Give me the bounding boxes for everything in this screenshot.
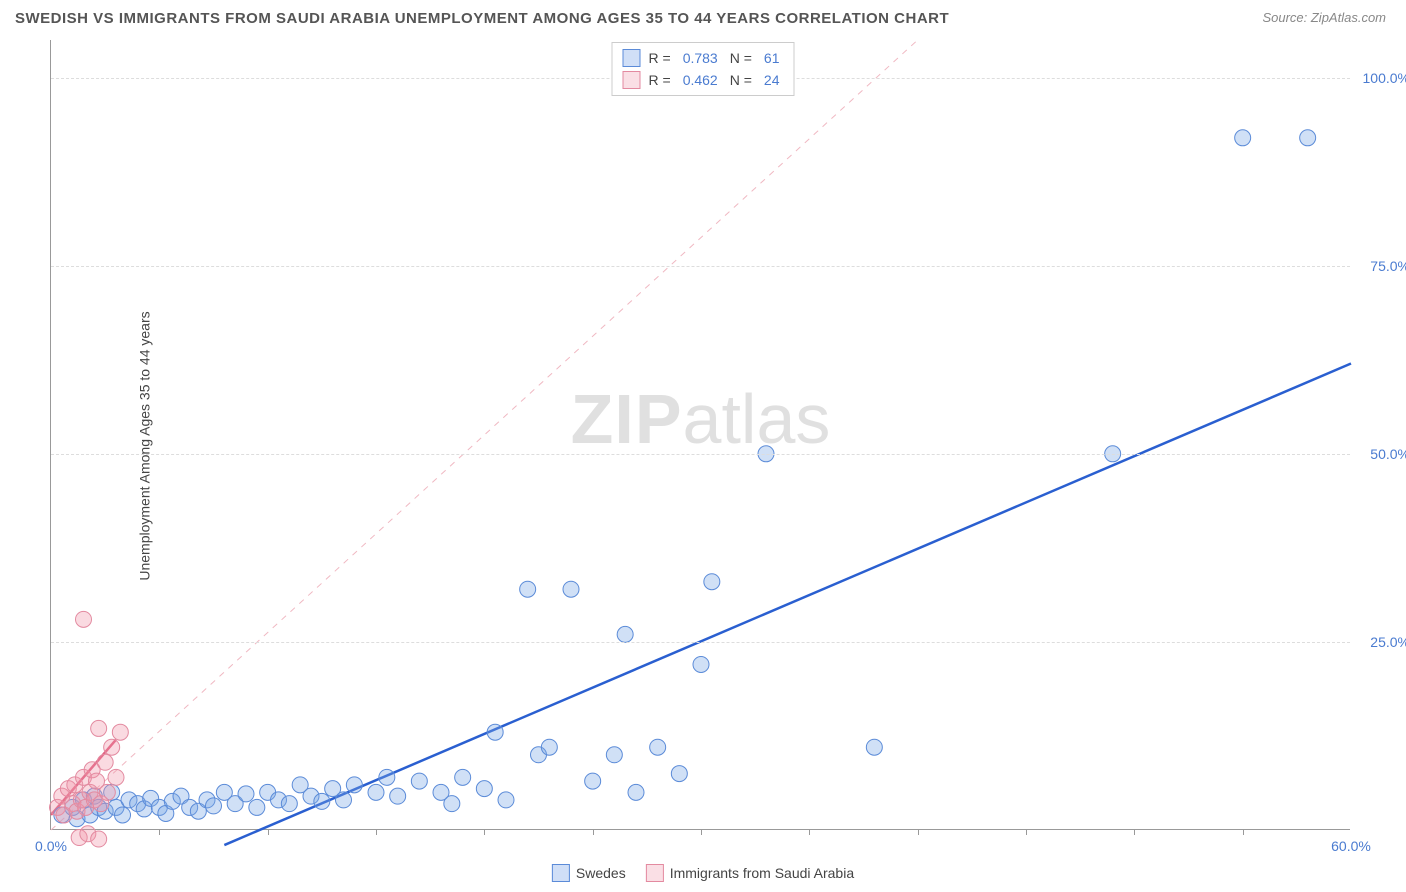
x-tick [484,829,485,835]
swatch-pink-icon [646,864,664,882]
data-point [91,831,107,847]
data-point [379,769,395,785]
gridline [51,266,1350,267]
series-legend: Swedes Immigrants from Saudi Arabia [552,864,854,882]
source-attribution: Source: ZipAtlas.com [1262,10,1386,25]
scatter-svg [51,40,1350,829]
data-point [206,798,222,814]
data-point [249,799,265,815]
data-point [238,786,254,802]
data-point [650,739,666,755]
data-point [346,777,362,793]
gridline [51,642,1350,643]
data-point [336,792,352,808]
data-point [444,796,460,812]
data-point [115,807,131,823]
data-point [606,747,622,763]
y-tick-label: 50.0% [1370,446,1406,462]
stats-row-immigrants: R = 0.462 N = 24 [623,69,784,91]
x-tick [1026,829,1027,835]
data-point [104,739,120,755]
data-point [314,793,330,809]
y-tick-label: 25.0% [1370,634,1406,650]
data-point [368,784,384,800]
n-value-swedes: 61 [764,50,780,66]
data-point [390,788,406,804]
data-point [455,769,471,785]
chart-title: SWEDISH VS IMMIGRANTS FROM SAUDI ARABIA … [15,10,949,27]
data-point [99,784,115,800]
legend-item-immigrants: Immigrants from Saudi Arabia [646,864,854,882]
data-point [76,611,92,627]
r-value-immigrants: 0.462 [683,72,718,88]
x-tick [376,829,377,835]
data-point [112,724,128,740]
data-point [498,792,514,808]
data-point [671,766,687,782]
data-point [1300,130,1316,146]
x-tick [268,829,269,835]
legend-label-swedes: Swedes [576,865,626,881]
data-point [693,656,709,672]
x-tick-label: 60.0% [1331,838,1371,854]
x-tick [809,829,810,835]
swatch-blue-icon [623,49,641,67]
data-point [520,581,536,597]
y-tick-label: 75.0% [1370,258,1406,274]
x-tick [701,829,702,835]
data-point [476,781,492,797]
data-point [541,739,557,755]
legend-label-immigrants: Immigrants from Saudi Arabia [670,865,854,881]
data-point [1235,130,1251,146]
data-point [617,626,633,642]
n-label: N = [730,72,752,88]
n-label: N = [730,50,752,66]
data-point [97,754,113,770]
swatch-pink-icon [623,71,641,89]
data-point [91,720,107,736]
y-tick-label: 100.0% [1363,70,1406,86]
r-label: R = [649,72,671,88]
data-point [108,769,124,785]
data-point [411,773,427,789]
x-tick [1243,829,1244,835]
legend-item-swedes: Swedes [552,864,626,882]
data-point [628,784,644,800]
x-tick [918,829,919,835]
stats-row-swedes: R = 0.783 N = 61 [623,47,784,69]
data-point [585,773,601,789]
data-point [704,574,720,590]
x-tick-label: 0.0% [35,838,67,854]
r-label: R = [649,50,671,66]
stats-legend: R = 0.783 N = 61 R = 0.462 N = 24 [612,42,795,96]
gridline [51,454,1350,455]
data-point [487,724,503,740]
x-tick [159,829,160,835]
data-point [281,796,297,812]
x-tick [1134,829,1135,835]
swatch-blue-icon [552,864,570,882]
x-tick [593,829,594,835]
n-value-immigrants: 24 [764,72,780,88]
plot-area: ZIPatlas 25.0%50.0%75.0%100.0%0.0%60.0% [50,40,1350,830]
r-value-swedes: 0.783 [683,50,718,66]
data-point [866,739,882,755]
data-point [563,581,579,597]
